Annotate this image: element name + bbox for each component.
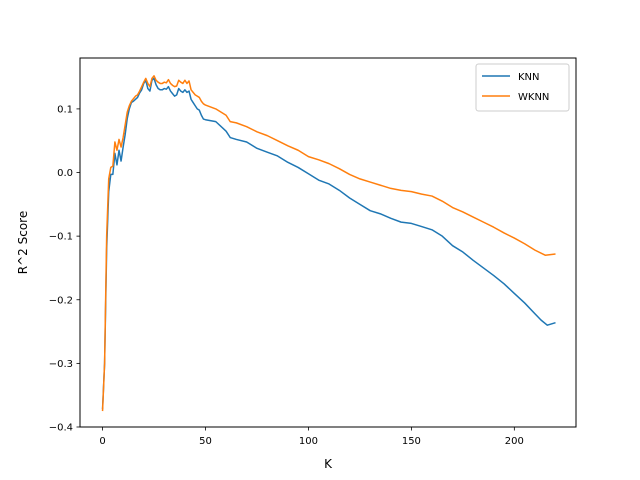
y-tick-label: 0.0 [57, 168, 73, 179]
y-tick-label: 0.1 [57, 104, 73, 115]
y-tick-label: −0.3 [49, 359, 73, 370]
y-tick-label: −0.2 [49, 295, 73, 306]
legend-label-wknn: WKNN [518, 92, 549, 103]
x-axis-label: K [324, 457, 333, 471]
x-tick-label: 200 [505, 436, 524, 447]
x-tick-label: 150 [402, 436, 421, 447]
series-layer [101, 75, 556, 412]
y-axis-label: R^2 Score [16, 211, 30, 274]
x-tick-label: 100 [299, 436, 318, 447]
x-axis-ticks: 0 50 100 150 200 [99, 427, 524, 447]
legend-label-knn: KNN [518, 72, 540, 83]
y-tick-label: −0.1 [49, 232, 73, 243]
x-tick-label: 0 [99, 436, 105, 447]
axes-frame [79, 57, 577, 428]
series-line-knn [101, 77, 556, 410]
y-tick-label: −0.4 [49, 423, 73, 434]
series-line-wknn [101, 75, 556, 412]
legend: KNN WKNN [475, 63, 570, 112]
y-axis-ticks: −0.4 −0.3 −0.2 −0.1 0.0 0.1 [49, 104, 80, 434]
x-tick-label: 50 [199, 436, 212, 447]
